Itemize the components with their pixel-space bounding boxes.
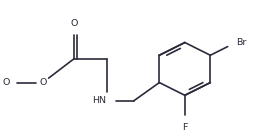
Text: HN: HN: [92, 96, 107, 105]
Text: O: O: [3, 78, 10, 87]
Text: Br: Br: [236, 38, 246, 47]
Text: F: F: [182, 123, 188, 132]
Text: O: O: [39, 78, 47, 87]
Text: O: O: [70, 19, 78, 28]
